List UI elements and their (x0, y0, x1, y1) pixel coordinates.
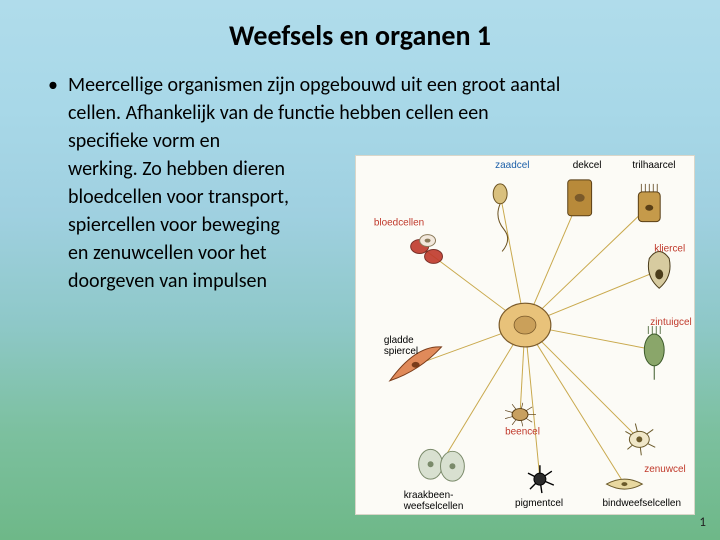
svg-text:pigmentcel: pigmentcel (515, 498, 563, 509)
text-line: Meercellige organismen zijn opgebouwd ui… (68, 71, 680, 99)
svg-text:weefselcellen: weefselcellen (403, 501, 464, 512)
svg-text:zintuigcel: zintuigcel (650, 317, 691, 328)
svg-text:beencel: beencel (505, 426, 540, 437)
svg-text:spiercel: spiercel (384, 346, 418, 357)
text-line: specifieke vorm en (68, 127, 680, 155)
cell-types-diagram: zaadcel dekcel trilhaarcel kliercel zintuigc… (355, 155, 695, 515)
svg-text:kraakbeen-: kraakbeen- (404, 490, 454, 501)
svg-text:zenuwcel: zenuwcel (644, 464, 685, 475)
text-line: cellen. Afhankelijk van de functie hebbe… (68, 99, 680, 127)
bullet-marker: • (48, 71, 58, 99)
svg-text:gladde: gladde (384, 335, 414, 346)
svg-text:kliercel: kliercel (654, 243, 685, 254)
svg-text:dekcel: dekcel (573, 160, 602, 171)
svg-text:trilhaarcel: trilhaarcel (632, 160, 675, 171)
svg-text:bloedcellen: bloedcellen (374, 218, 424, 229)
svg-text:bindweefselcellen: bindweefselcellen (603, 498, 681, 509)
slide-title: Weefsels en organen 1 (0, 0, 720, 63)
page-number: 1 (699, 515, 706, 530)
svg-text:zaadcel: zaadcel (495, 160, 529, 171)
